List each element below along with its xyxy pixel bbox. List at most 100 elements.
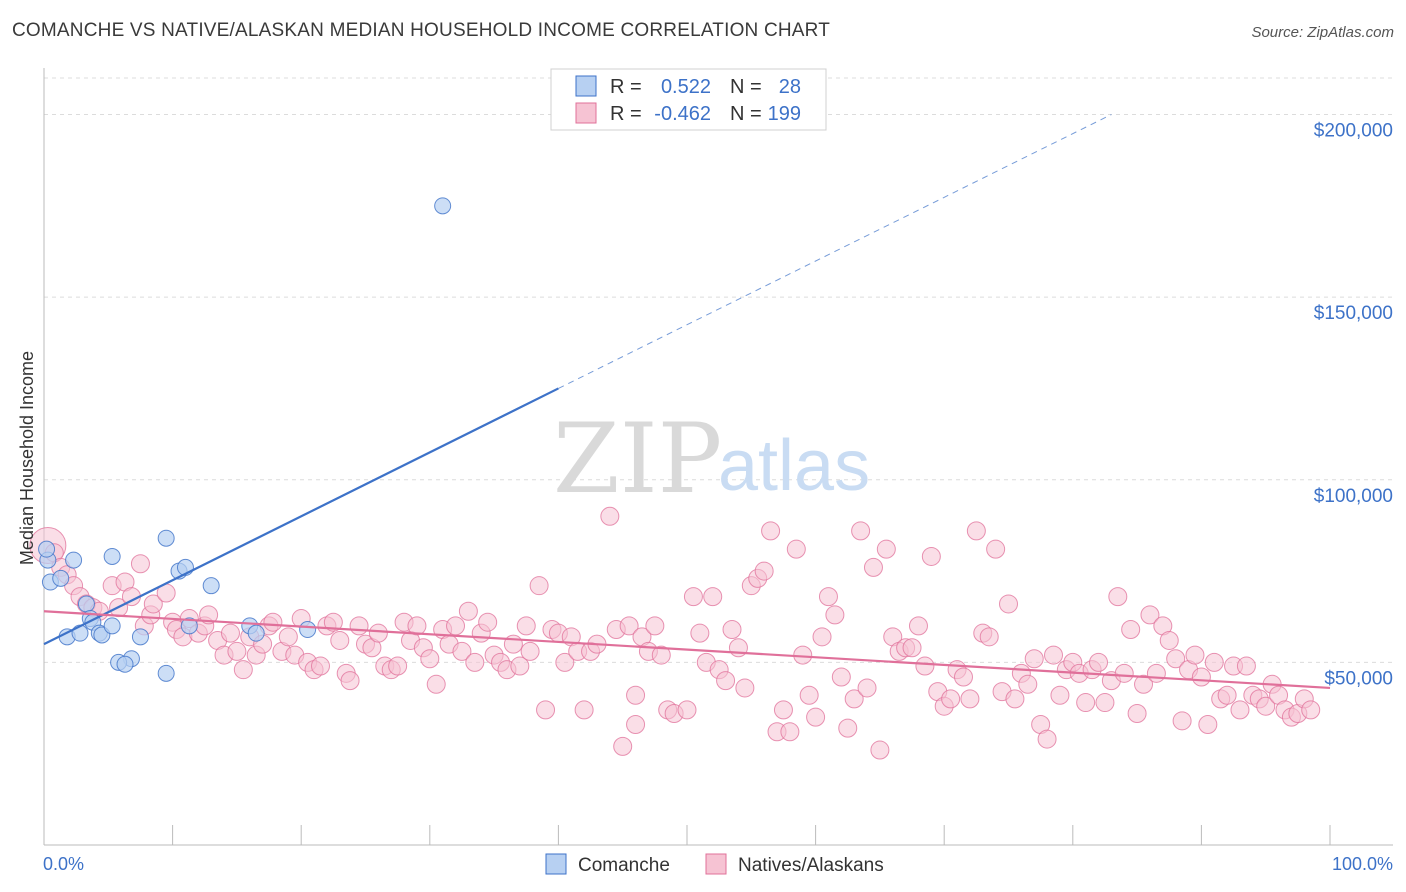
native-point-174: [1172, 711, 1192, 731]
natives-alaskans-points: [29, 506, 1321, 760]
native-point-85: [600, 506, 620, 526]
axes: [43, 68, 1393, 846]
native-point-74: [520, 641, 540, 661]
native-point-59: [426, 674, 446, 694]
native-point-147: [999, 594, 1018, 614]
x-tick-label-max: 100.0%: [1332, 854, 1393, 874]
native-point-142: [966, 521, 986, 541]
native-point-172: [1159, 630, 1179, 650]
x-tick-label-min: 0.0%: [43, 854, 84, 874]
comanche-point-12: [103, 547, 121, 565]
native-point-118: [812, 627, 832, 647]
native-point-177: [1191, 667, 1211, 687]
native-point-119: [818, 587, 838, 607]
native-point-122: [838, 718, 858, 738]
comanche-point-4: [77, 595, 95, 613]
comanche-point-26: [434, 197, 452, 215]
comanche-point-25: [299, 621, 317, 639]
native-point-64: [458, 601, 478, 621]
native-point-75: [529, 576, 549, 596]
correlation-legend: R = 0.522 N = 28 R = -0.462 N = 199: [550, 68, 827, 131]
native-point-28: [227, 641, 247, 661]
native-point-162: [1095, 693, 1115, 713]
watermark-atlas: atlas: [718, 426, 870, 506]
native-point-65: [465, 652, 485, 672]
native-point-140: [953, 667, 973, 687]
native-point-29: [233, 660, 253, 680]
chart-title: COMANCHE VS NATIVE/ALASKAN MEDIAN HOUSEH…: [12, 20, 831, 41]
native-point-99: [690, 623, 710, 643]
native-point-181: [1217, 685, 1237, 705]
native-point-183: [1230, 700, 1250, 720]
legend-swatch-natives: [705, 853, 727, 875]
comanche-point-22: [202, 577, 220, 595]
native-point-161: [1089, 652, 1109, 672]
y-axis-title: Median Household Income: [17, 351, 37, 565]
native-point-103: [716, 671, 736, 691]
legend-label-natives: Natives/Alaskans: [738, 855, 884, 876]
comanche-point-27: [38, 540, 56, 558]
native-point-173: [1166, 649, 1186, 669]
comanche-point-3: [65, 551, 83, 569]
native-point-94: [651, 645, 671, 665]
native-point-178: [1198, 714, 1218, 734]
native-point-144: [979, 627, 999, 647]
native-point-164: [1108, 587, 1128, 607]
native-point-114: [786, 539, 806, 559]
legend-r-value-1: 0.522: [661, 76, 711, 98]
native-point-134: [915, 656, 935, 676]
native-point-123: [844, 689, 864, 709]
native-point-117: [806, 707, 826, 727]
native-point-169: [1140, 605, 1160, 625]
native-point-50: [368, 623, 388, 643]
native-point-46: [340, 671, 360, 691]
source-label: Source: ZipAtlas.com: [1251, 24, 1394, 41]
trend-lines: [43, 114, 1331, 690]
native-point-150: [1018, 674, 1038, 694]
comanche-trend-extension: [558, 114, 1112, 389]
native-point-170: [1146, 663, 1166, 683]
legend-n-label-1: N =: [730, 76, 762, 98]
legend-r-label-1: R =: [610, 76, 642, 98]
comanche-point-17: [157, 664, 175, 682]
native-point-79: [555, 652, 575, 672]
native-point-76: [536, 700, 556, 720]
native-point-124: [851, 521, 871, 541]
comanche-point-21: [180, 617, 198, 635]
native-point-72: [510, 656, 530, 676]
native-point-187: [1256, 696, 1276, 716]
comanche-point-11: [103, 617, 121, 635]
native-point-132: [902, 638, 922, 658]
series-legend: Comanche Natives/Alaskans: [545, 853, 884, 876]
native-point-167: [1127, 704, 1147, 724]
native-point-63: [452, 641, 472, 661]
y-tick-label-0: $50,000: [1324, 668, 1393, 689]
native-point-113: [780, 722, 800, 742]
native-point-168: [1134, 674, 1154, 694]
native-point-194: [1301, 700, 1321, 720]
legend-n-value-2: 199: [768, 103, 801, 125]
native-point-155: [1050, 685, 1070, 705]
native-point-41: [310, 656, 330, 676]
native-point-34: [263, 612, 283, 632]
comanche-point-13: [131, 628, 149, 646]
legend-r-value-2: -0.462: [654, 103, 711, 125]
natives-trend-line: [43, 610, 1331, 690]
native-point-166: [1121, 620, 1141, 640]
native-point-98: [683, 587, 703, 607]
native-point-165: [1114, 663, 1134, 683]
native-point-53: [388, 656, 408, 676]
native-point-43: [323, 612, 343, 632]
native-point-90: [626, 714, 646, 734]
legend-swatch-blue: [575, 75, 597, 97]
native-point-179: [1204, 652, 1224, 672]
native-point-24: [199, 605, 219, 625]
native-point-67: [478, 612, 498, 632]
native-point-44: [330, 630, 350, 650]
native-point-145: [986, 539, 1006, 559]
native-point-112: [773, 700, 793, 720]
native-point-148: [1005, 689, 1025, 709]
watermark: ZIP atlas: [553, 403, 870, 515]
grid-lines: [44, 77, 1393, 663]
